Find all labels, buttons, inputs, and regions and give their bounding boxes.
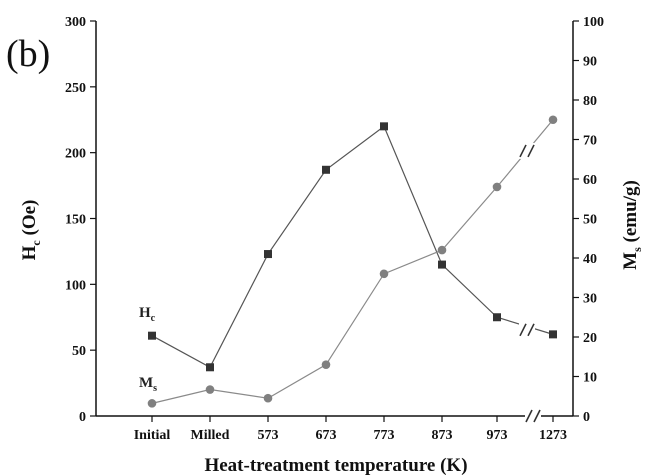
series-line-m	[151, 119, 554, 404]
series-label-m: Ms	[139, 375, 157, 394]
y-left-label-main: H	[19, 245, 40, 260]
data-point-hc	[206, 363, 214, 372]
data-point-ms	[263, 393, 273, 403]
right-tick-label: 10	[583, 371, 597, 386]
right-tick-label: 40	[583, 252, 597, 267]
right-tick-label: 100	[583, 15, 604, 30]
data-point-hc	[438, 260, 446, 269]
left-tick-label: 0	[79, 410, 86, 425]
axis-breaks	[519, 142, 541, 424]
data-point-ms	[492, 182, 502, 192]
y-right-label-main: M	[620, 252, 641, 270]
data-point-ms	[379, 269, 389, 279]
series-labels: Hc Ms	[139, 305, 157, 394]
y-right-axis-label: Ms (emu/g)	[620, 180, 644, 270]
data-point-ms	[321, 360, 331, 369]
right-tick-label: 50	[583, 213, 597, 228]
break-mark-ms	[527, 144, 535, 158]
series-label-main: M	[139, 375, 153, 391]
y-left-axis-label: Hc (Oe)	[19, 200, 43, 261]
data-point-hc	[148, 331, 156, 340]
right-tick-label: 20	[583, 331, 597, 346]
y-right-label-sub: s	[630, 247, 644, 252]
x-axis-ticks: Initial Milled 573 673 773 873 973 1273	[134, 416, 567, 443]
series-points	[147, 115, 558, 408]
x-tick-label: 673	[316, 428, 337, 443]
x-tick-label: 873	[432, 428, 453, 443]
break-mark-hc	[527, 323, 535, 337]
y-left-label-sub: c	[29, 240, 43, 246]
panel-label: (b)	[6, 33, 50, 75]
right-tick-label: 70	[583, 134, 597, 149]
series-label-main: H	[139, 305, 151, 321]
left-tick-label: 150	[65, 213, 86, 228]
series-line-h	[151, 125, 554, 369]
series-lines	[151, 119, 554, 404]
left-tick-label: 250	[65, 81, 86, 96]
data-point-ms	[437, 245, 447, 255]
data-point-hc	[322, 165, 330, 174]
data-point-hc	[380, 122, 388, 131]
break-gap-ms	[519, 142, 535, 159]
series-label-sub: c	[151, 313, 156, 324]
plot-frame	[95, 21, 574, 417]
left-tick-label: 300	[65, 15, 86, 30]
break-mark-hc	[519, 323, 527, 337]
x-tick-label: Initial	[134, 428, 171, 443]
left-tick-label: 50	[72, 344, 86, 359]
data-point-hc	[493, 313, 501, 322]
y-right-label-rest: (emu/g)	[620, 180, 641, 247]
right-tick-label: 90	[583, 55, 597, 70]
x-tick-label: Milled	[191, 428, 230, 443]
right-tick-label: 80	[583, 94, 597, 109]
data-point-ms	[147, 399, 157, 408]
right-tick-label: 30	[583, 292, 597, 307]
right-axis-ticks: 0 10 20 30 40 50 60 70 80 90 100	[573, 15, 604, 425]
y-left-label-rest: (Oe)	[19, 200, 40, 241]
left-tick-label: 200	[65, 147, 86, 162]
break-mark-axis	[525, 409, 533, 423]
break-mark-axis	[533, 409, 541, 423]
series-label-h: Hc	[139, 305, 156, 324]
right-tick-label: 0	[583, 410, 590, 425]
left-axis-ticks: 0 50 100 150 200 250 300	[65, 15, 96, 425]
x-axis-label: Heat-treatment temperature (K)	[204, 455, 467, 475]
break-mark-ms	[519, 144, 527, 158]
data-point-hc	[264, 250, 272, 259]
x-tick-label: 1273	[539, 428, 567, 443]
data-point-hc	[549, 330, 557, 339]
right-tick-label: 60	[583, 173, 597, 188]
data-point-ms	[205, 385, 215, 394]
x-tick-label: 773	[374, 428, 395, 443]
break-gap-axis	[525, 408, 541, 424]
break-gap-hc	[519, 321, 535, 338]
x-tick-label: 573	[258, 428, 279, 443]
left-tick-label: 100	[65, 278, 86, 293]
data-point-ms	[548, 115, 558, 125]
x-tick-label: 973	[487, 428, 508, 443]
series-label-sub: s	[153, 383, 157, 394]
